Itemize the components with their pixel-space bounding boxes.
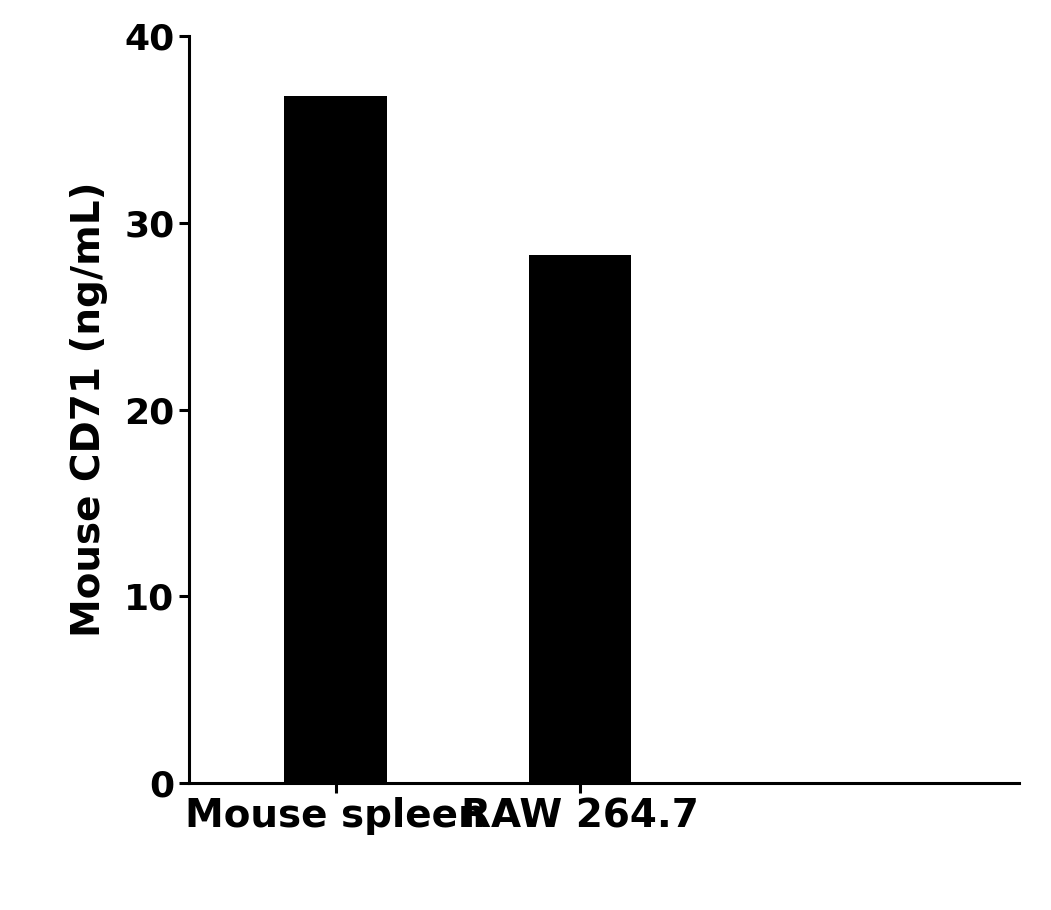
Y-axis label: Mouse CD71 (ng/mL): Mouse CD71 (ng/mL) xyxy=(69,182,107,637)
Bar xyxy=(285,96,387,783)
Bar xyxy=(529,256,632,783)
